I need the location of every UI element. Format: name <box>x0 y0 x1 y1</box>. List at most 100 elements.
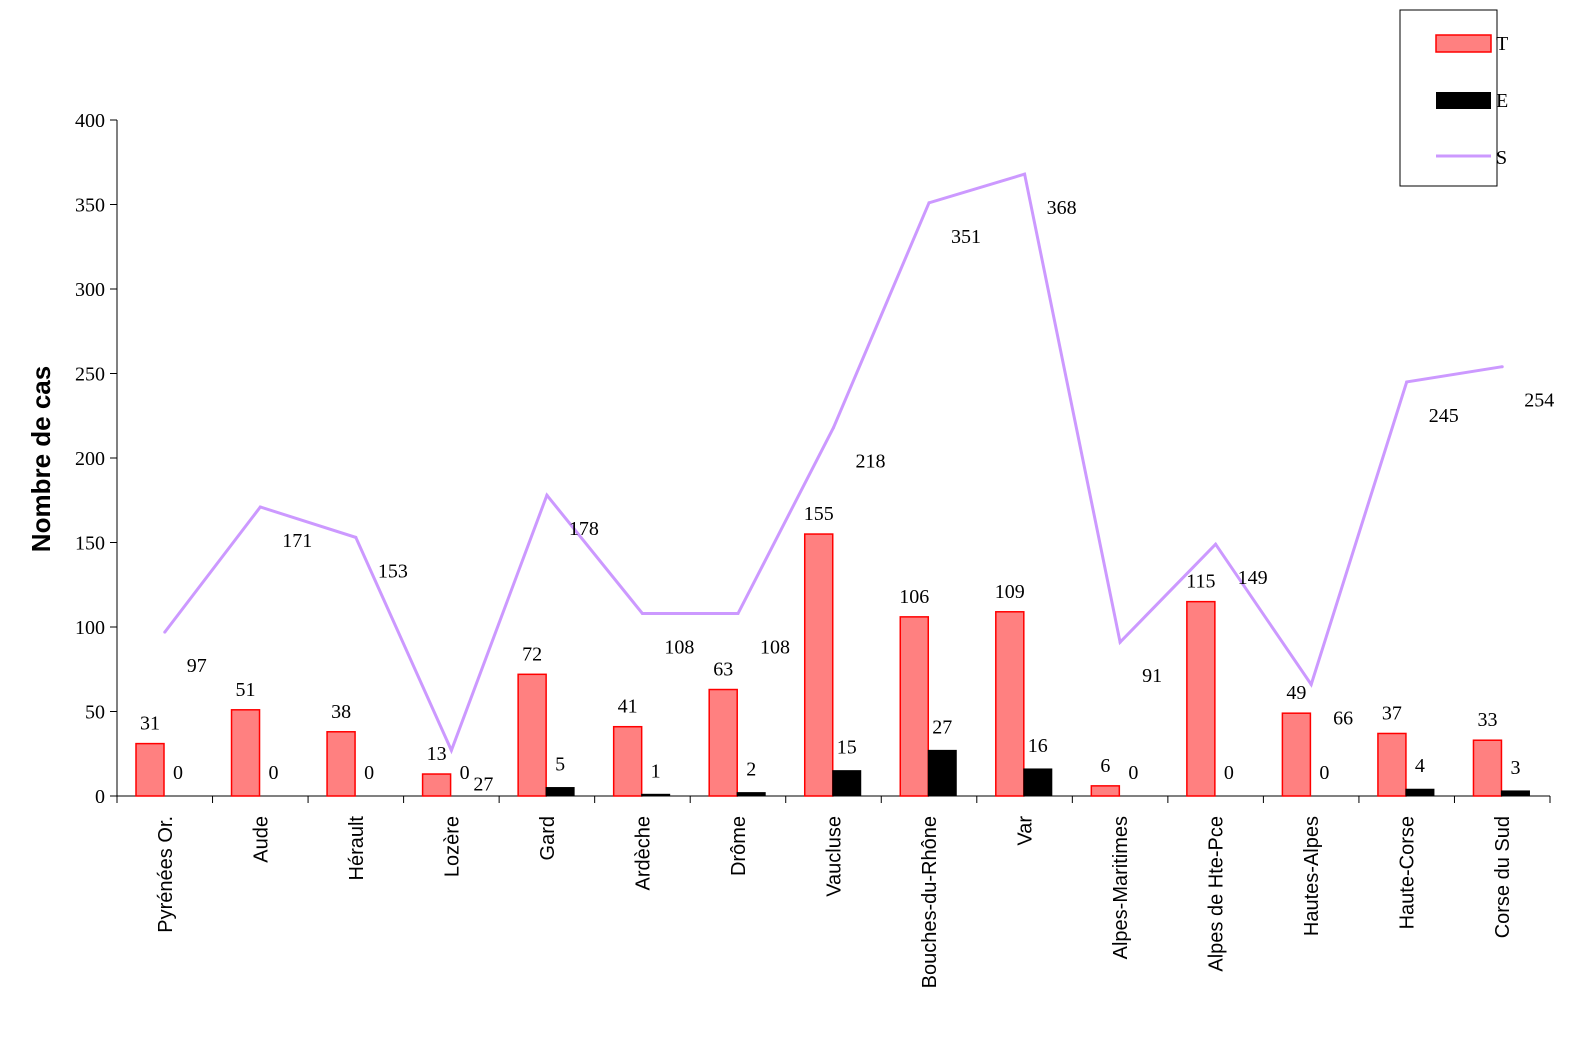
data-label-t: 49 <box>1286 682 1306 704</box>
series-s-polyline <box>163 172 1503 755</box>
x-tick-label-corse-du-sud: Corse du Sud <box>1492 816 1514 938</box>
data-label-e: 0 <box>1224 762 1234 784</box>
bar-e-var <box>1023 768 1053 797</box>
y-tick-label: 100 <box>75 617 105 639</box>
point-s-pyrenees-or <box>163 630 167 634</box>
y-axis-label: Nombre de cas <box>26 366 56 552</box>
data-label-s: 66 <box>1333 707 1353 729</box>
point-s-var <box>1023 172 1027 176</box>
data-label-s: 368 <box>1047 197 1077 219</box>
data-label-e: 4 <box>1415 755 1425 777</box>
data-label-e: 27 <box>932 716 952 738</box>
data-label-e: 2 <box>746 759 756 781</box>
data-label-e: 1 <box>651 760 661 782</box>
data-label-t: 72 <box>522 643 542 665</box>
x-tick-label-bouches-du-rhone: Bouches-du-Rhône <box>919 816 941 988</box>
x-tick-label-herault: Hérault <box>346 816 368 881</box>
data-label-t: 41 <box>618 696 638 718</box>
bar-t-corse-du-sud <box>1472 739 1503 797</box>
data-label-t: 13 <box>427 743 447 765</box>
point-s-drome <box>736 611 740 615</box>
data-label-e: 15 <box>837 737 857 759</box>
data-label-s: 171 <box>282 530 312 552</box>
data-label-e: 5 <box>555 754 565 776</box>
data-label-e: 0 <box>1319 762 1329 784</box>
bar-e-vaucluse <box>832 770 862 797</box>
x-tick-label-aude: Aude <box>250 816 272 863</box>
x-tick-label-pyrenees-or: Pyrénées Or. <box>155 816 177 933</box>
y-tick-label: 50 <box>85 702 105 724</box>
legend-label-e: E <box>1496 90 1508 112</box>
bar-t-alpes-maritimes <box>1090 785 1121 797</box>
legend-label-s: S <box>1496 147 1507 169</box>
x-tick-label-alpes-de-hte-pce: Alpes de Hte-Pce <box>1206 816 1228 972</box>
data-label-e: 0 <box>173 762 183 784</box>
y-tick-label: 0 <box>95 786 105 808</box>
bar-e-bouches-du-rhone <box>927 749 957 797</box>
data-label-e: 16 <box>1028 735 1048 757</box>
data-label-s: 149 <box>1238 567 1268 589</box>
bar-t-drome <box>708 688 738 797</box>
data-label-s: 97 <box>187 655 207 677</box>
bar-t-var <box>995 611 1025 797</box>
bar-e-ardeche <box>641 793 671 797</box>
point-s-bouches-du-rhone <box>927 201 931 205</box>
bar-e-corse-du-sud <box>1500 790 1530 797</box>
data-label-s: 245 <box>1429 405 1459 427</box>
series-t-bars <box>135 533 1503 797</box>
data-label-e: 0 <box>1128 762 1138 784</box>
x-tick-label-gard: Gard <box>537 816 559 860</box>
point-s-ardeche <box>640 611 644 615</box>
point-s-corse-du-sud <box>1500 365 1504 369</box>
point-s-aude <box>258 505 262 509</box>
bar-e-haute-corse <box>1405 788 1435 797</box>
bar-t-ardeche <box>612 725 643 797</box>
data-label-t: 106 <box>899 586 929 608</box>
data-label-t: 115 <box>1186 571 1215 593</box>
data-label-t: 155 <box>804 503 834 525</box>
x-tick-label-vaucluse: Vaucluse <box>824 816 846 897</box>
point-s-haute-corse <box>1405 380 1409 384</box>
data-label-s: 108 <box>760 636 790 658</box>
y-tick-label: 350 <box>75 195 105 217</box>
legend: T E S <box>1399 9 1508 187</box>
bar-t-lozere <box>421 773 452 797</box>
bar-t-alpes-de-hte-pce <box>1186 600 1216 797</box>
data-label-t: 31 <box>140 713 160 735</box>
data-label-s: 27 <box>473 773 493 795</box>
point-s-lozere <box>449 748 453 752</box>
bar-t-hautes-alpes <box>1281 712 1312 797</box>
bar-t-aude <box>230 709 261 797</box>
data-label-e: 0 <box>364 762 374 784</box>
data-label-t: 38 <box>331 701 351 723</box>
data-label-t: 109 <box>995 581 1025 603</box>
data-label-s: 108 <box>664 636 694 658</box>
y-tick-label: 200 <box>75 448 105 470</box>
point-s-gard <box>545 493 549 497</box>
data-label-e: 0 <box>460 762 470 784</box>
point-s-vaucluse <box>832 426 835 430</box>
x-tick-label-drome: Drôme <box>728 816 750 876</box>
data-label-t: 6 <box>1100 755 1110 777</box>
bar-t-herault <box>326 731 356 797</box>
data-label-s: 178 <box>569 518 599 540</box>
data-label-s: 91 <box>1142 665 1162 687</box>
legend-swatch-e <box>1436 92 1491 109</box>
series-s-line <box>163 172 1504 755</box>
data-label-t: 37 <box>1382 702 1402 724</box>
data-label-s: 153 <box>378 560 408 582</box>
point-s-alpes-maritimes <box>1118 640 1122 644</box>
x-tick-label-lozere: Lozère <box>441 816 463 877</box>
bar-t-haute-corse <box>1377 732 1407 797</box>
x-tick-label-alpes-maritimes: Alpes-Maritimes <box>1110 816 1132 959</box>
point-s-herault <box>354 535 358 539</box>
series-e-bars <box>545 749 1530 797</box>
data-label-e: 3 <box>1510 757 1520 779</box>
bar-e-drome <box>736 792 766 797</box>
bar-t-pyrenees-or <box>135 742 165 797</box>
data-label-t: 51 <box>236 679 256 701</box>
data-label-s: 254 <box>1524 390 1554 412</box>
